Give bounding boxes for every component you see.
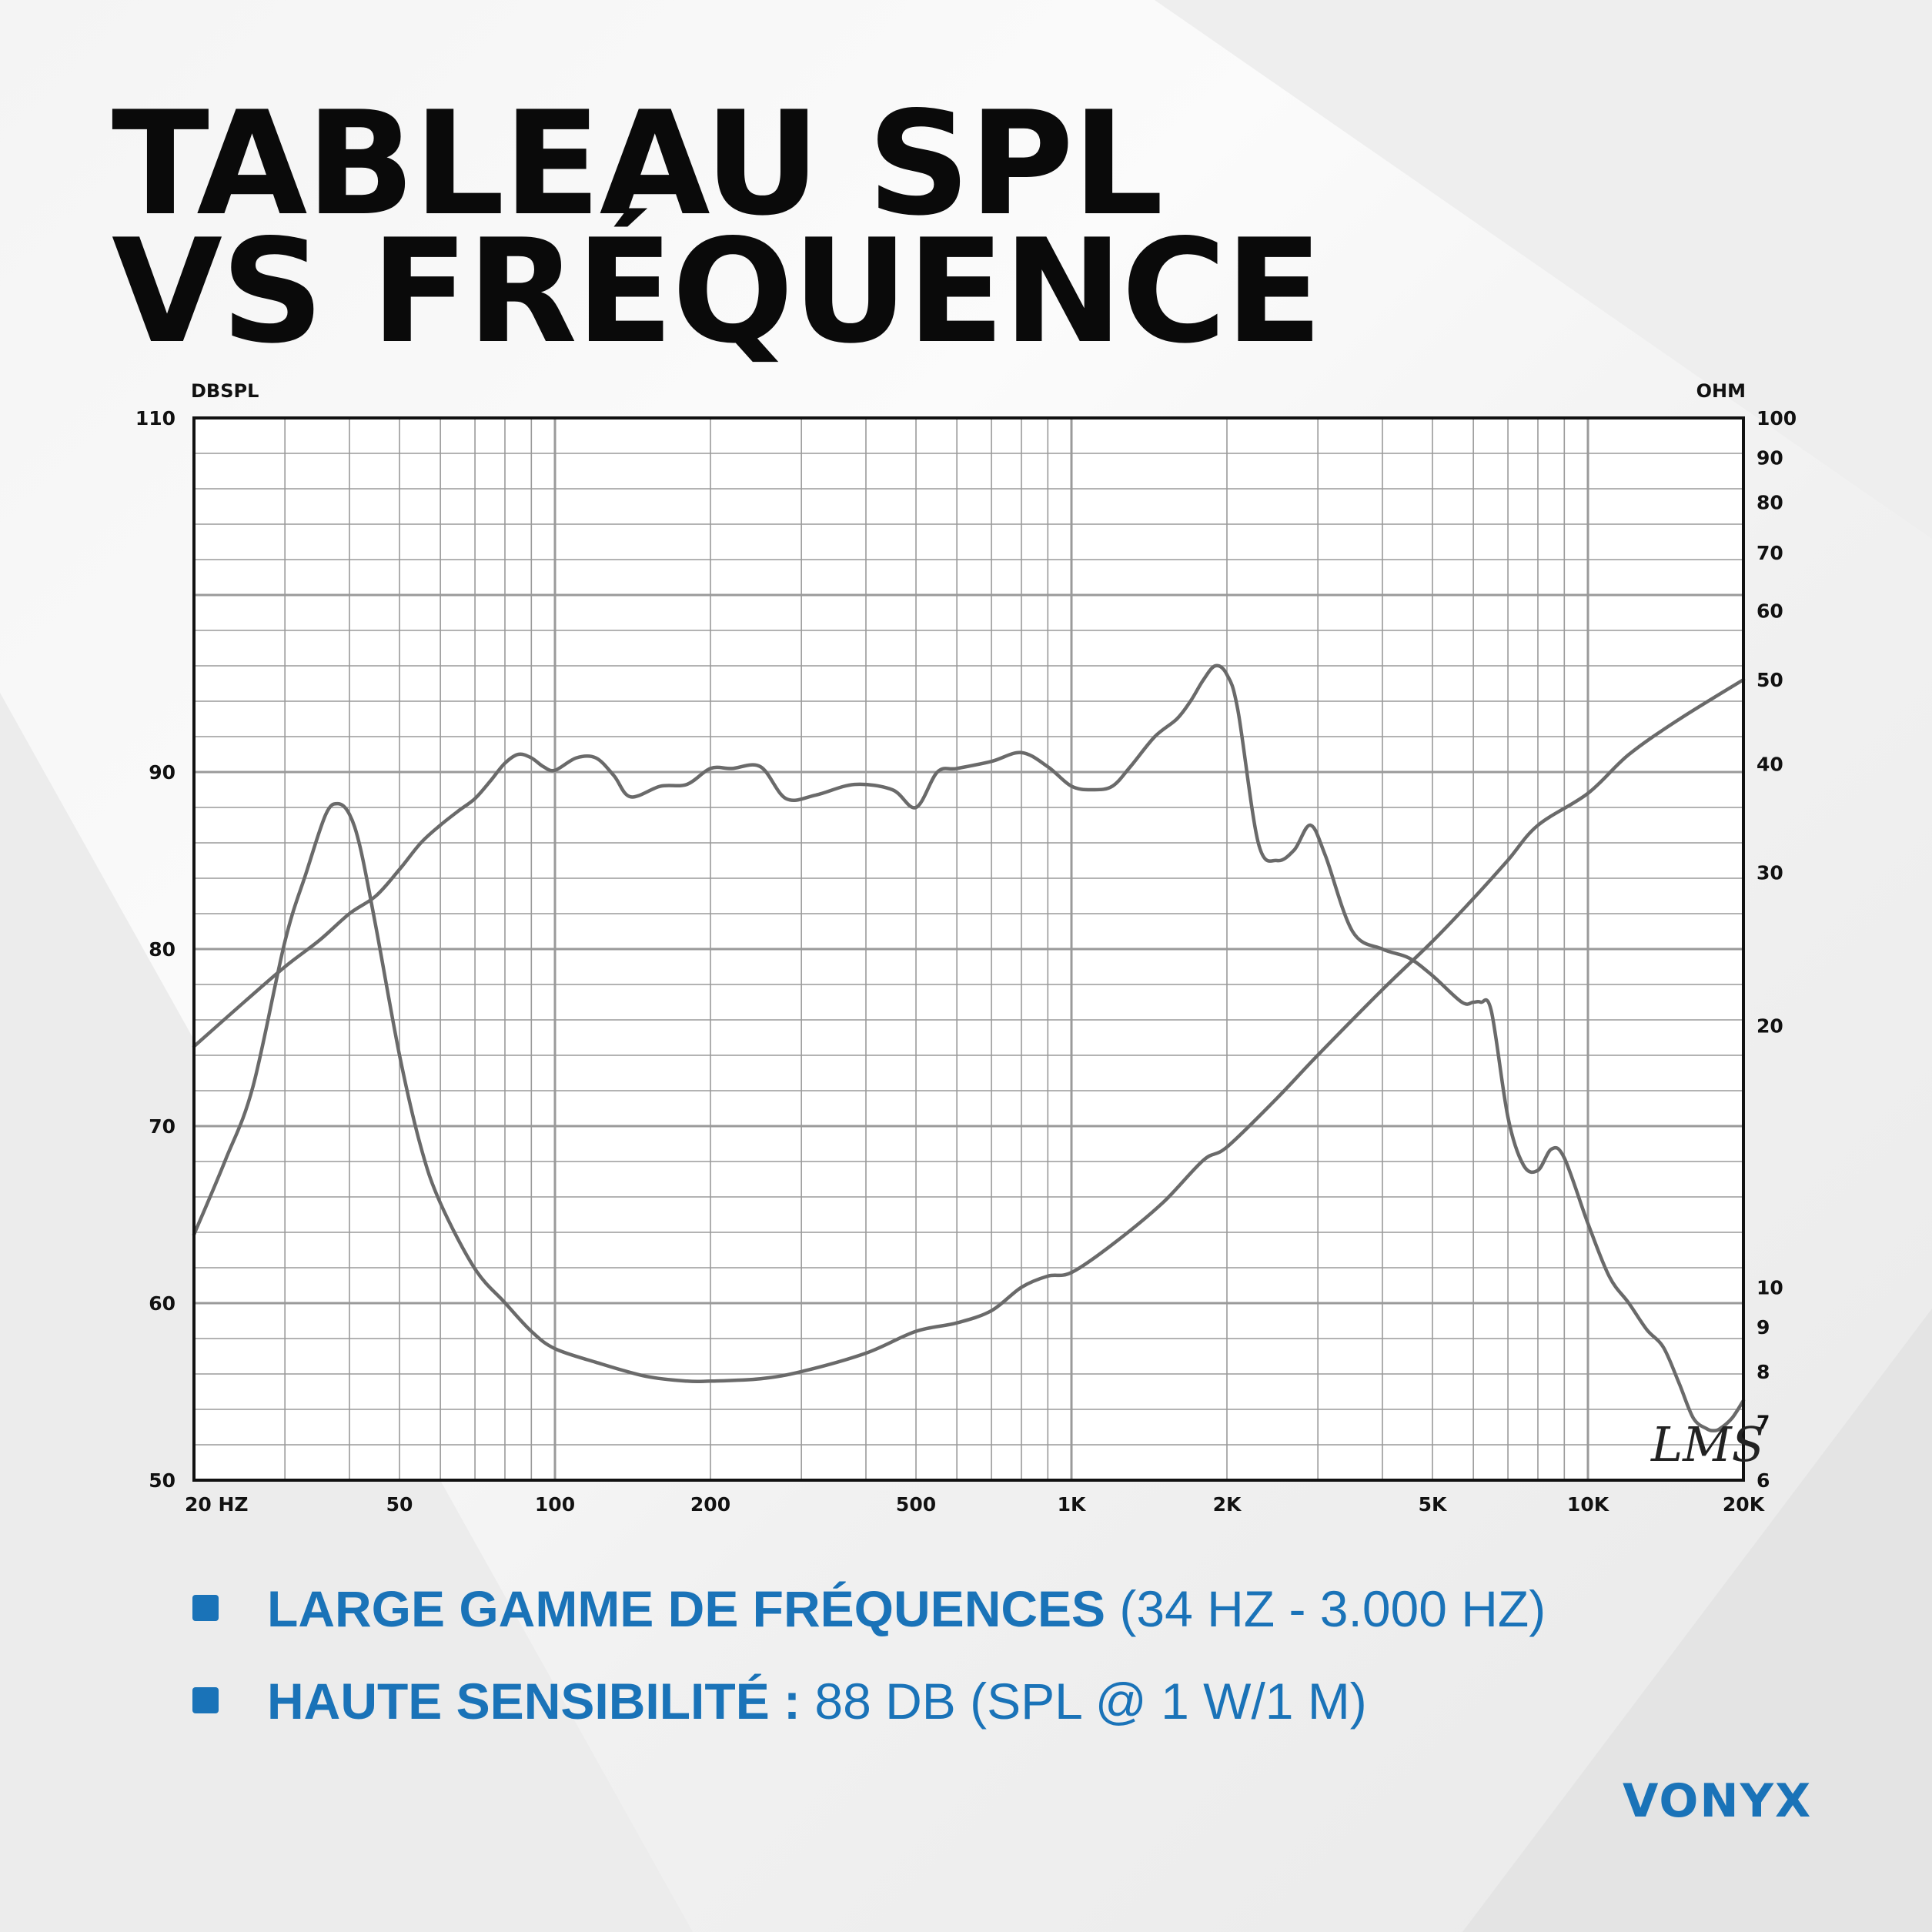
- y-tick-right-label: 30: [1757, 862, 1783, 884]
- x-tick-label: 10K: [1567, 1493, 1610, 1516]
- title-line-2: VS FRÉQUENCE: [112, 208, 1322, 375]
- y-tick-left-label: 80: [149, 938, 175, 961]
- bullet-square-icon: [192, 1595, 219, 1621]
- feature-text: LARGE GAMME DE FRÉQUENCES (34 HZ - 3.000…: [267, 1578, 1546, 1640]
- y-axis-left-ticks: 50 60 70 80 90 110: [135, 407, 175, 1492]
- x-tick-label: 100: [535, 1493, 575, 1516]
- y-tick-left-label: 50: [149, 1469, 175, 1492]
- curves: [192, 663, 1746, 1432]
- y-tick-right-label: 100: [1757, 407, 1797, 430]
- x-tick-label: 20 HZ: [185, 1493, 249, 1516]
- x-tick-label: 50: [386, 1493, 413, 1516]
- x-tick-label: 2K: [1213, 1493, 1242, 1516]
- y-axis-left-label: DBSPL: [191, 380, 259, 402]
- x-axis-ticks: 20 HZ 50 100 200 500 1K 2K 5K 10K 20K: [185, 1493, 1766, 1516]
- y-tick-left-label: 60: [149, 1292, 175, 1315]
- y-tick-right-label: 20: [1757, 1014, 1783, 1037]
- y-tick-right-label: 60: [1757, 600, 1783, 623]
- impedance-curve: [192, 677, 1746, 1384]
- feature-detail: (34 HZ - 3.000 HZ): [1105, 1580, 1546, 1637]
- plot-frame: [192, 416, 1745, 1482]
- y-tick-right-label: 40: [1757, 753, 1783, 775]
- y-axis-right-label: OHM: [1696, 380, 1746, 402]
- y-tick-right-label: 50: [1757, 669, 1783, 691]
- feature-title: HAUTE SENSIBILITÉ :: [267, 1673, 801, 1730]
- feature-title: LARGE GAMME DE FRÉQUENCES: [267, 1580, 1106, 1637]
- page-title: TABLEAU SPL VS FRÉQUENCE: [112, 80, 1322, 375]
- x-tick-label: 500: [896, 1493, 936, 1516]
- spl-curve: [192, 663, 1746, 1432]
- y-tick-left-label: 90: [149, 761, 175, 784]
- y-tick-right-label: 7: [1757, 1411, 1770, 1433]
- vonyx-logo: VONYX: [1623, 1774, 1813, 1828]
- title-line-1: TABLEAU SPL: [112, 80, 1164, 247]
- y-tick-left-label: 70: [149, 1115, 175, 1138]
- x-tick-label: 200: [690, 1493, 730, 1516]
- lms-annotation: LMS: [1650, 1416, 1764, 1472]
- feature-text: HAUTE SENSIBILITÉ : 88 DB (SPL @ 1 W/1 M…: [267, 1670, 1367, 1732]
- x-tick-label: 20K: [1723, 1493, 1766, 1516]
- y-tick-left-label: 110: [135, 407, 175, 430]
- feature-detail: 88 DB (SPL @ 1 W/1 M): [801, 1673, 1367, 1730]
- y-tick-right-label: 70: [1757, 542, 1783, 564]
- y-tick-right-label: 80: [1757, 491, 1783, 513]
- x-tick-label: 1K: [1058, 1493, 1087, 1516]
- y-tick-right-label: 10: [1757, 1276, 1783, 1299]
- x-tick-label: 5K: [1419, 1493, 1448, 1516]
- y-tick-right-label: 6: [1757, 1469, 1770, 1492]
- grid-major: [194, 418, 1743, 1480]
- y-tick-right-label: 8: [1757, 1361, 1770, 1383]
- y-axis-right-ticks: 6 7 8 9 10 20 30 40 50 60 70 80 90 100: [1757, 407, 1797, 1492]
- bullet-square-icon: [192, 1687, 219, 1713]
- y-tick-right-label: 90: [1757, 447, 1783, 470]
- y-tick-right-label: 9: [1757, 1316, 1770, 1339]
